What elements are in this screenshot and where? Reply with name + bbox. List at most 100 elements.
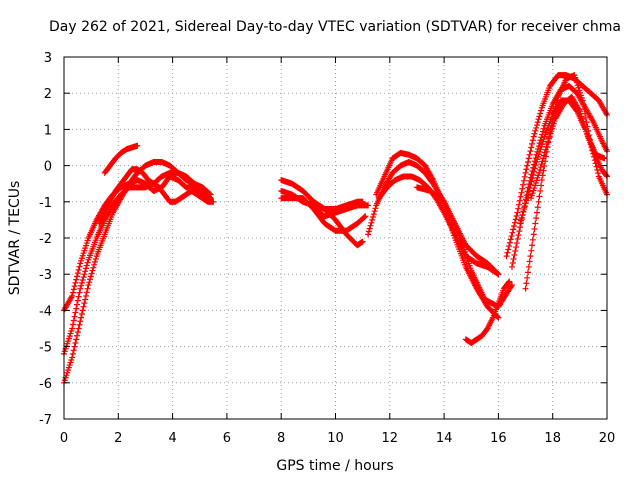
data-point	[528, 178, 535, 185]
data-point	[82, 265, 89, 272]
data-point	[526, 258, 533, 265]
data-point	[529, 140, 536, 147]
data-point	[541, 149, 548, 156]
data-point	[517, 193, 524, 200]
data-point	[72, 339, 79, 346]
data-point	[82, 296, 89, 303]
data-point	[543, 143, 550, 150]
data-point	[76, 289, 83, 296]
data-point	[536, 113, 543, 120]
data-point	[522, 285, 529, 292]
data-point	[89, 267, 96, 274]
data-point	[81, 300, 88, 307]
data-point	[520, 177, 527, 184]
data-point	[538, 182, 545, 189]
data-point	[554, 97, 561, 104]
y-tick-label: -6	[39, 377, 52, 392]
data-point	[540, 167, 547, 174]
data-point	[69, 354, 76, 361]
y-tick-label: 1	[44, 123, 52, 138]
data-point	[506, 278, 513, 285]
data-point	[71, 283, 78, 290]
data-point	[69, 350, 76, 357]
x-tick-label: 0	[60, 431, 68, 446]
data-point	[522, 200, 529, 207]
data-point	[601, 155, 608, 162]
data-point	[533, 124, 540, 131]
data-point	[85, 282, 92, 289]
data-point	[70, 286, 77, 293]
x-tick-label: 14	[436, 431, 453, 446]
data-point	[495, 314, 502, 321]
data-point	[519, 185, 526, 192]
series-trace	[310, 202, 372, 220]
data-point	[371, 208, 378, 215]
data-point	[84, 259, 91, 266]
data-point	[79, 307, 86, 314]
data-point	[76, 263, 83, 270]
data-point	[372, 205, 379, 212]
x-tick-label: 20	[599, 431, 616, 446]
data-point	[92, 255, 99, 262]
data-point	[70, 347, 77, 354]
data-point	[520, 208, 527, 215]
data-point	[71, 313, 78, 320]
y-tick-label: -1	[39, 196, 52, 211]
data-point	[523, 197, 530, 204]
x-axis-label: GPS time / hours	[276, 458, 393, 474]
data-point	[540, 155, 547, 162]
data-point	[537, 187, 544, 194]
data-point	[511, 252, 518, 259]
grid	[64, 57, 607, 419]
data-point	[514, 236, 521, 243]
data-point	[518, 214, 525, 221]
data-point	[366, 225, 373, 232]
data-point	[77, 318, 84, 325]
series-trace	[278, 195, 369, 234]
data-point	[72, 309, 79, 316]
data-point	[495, 271, 502, 278]
data-point	[537, 164, 544, 171]
data-point	[69, 321, 76, 328]
data-point	[530, 231, 537, 238]
data-point	[87, 276, 94, 283]
data-point	[368, 219, 375, 226]
data-point	[73, 305, 80, 312]
data-point	[593, 163, 600, 170]
data-point	[90, 264, 97, 271]
data-point	[83, 289, 90, 296]
y-tick-label: 0	[44, 160, 52, 175]
data-point	[525, 263, 532, 270]
data-point	[79, 276, 86, 283]
data-point	[529, 137, 536, 144]
data-point	[530, 133, 537, 140]
series-trace	[462, 278, 513, 346]
data-point	[75, 266, 82, 273]
data-point	[508, 282, 515, 289]
series-trace	[413, 184, 515, 310]
data-point	[538, 161, 545, 168]
data-point	[517, 220, 524, 227]
data-point	[524, 194, 531, 201]
data-point	[516, 228, 523, 235]
data-points	[61, 72, 610, 386]
data-point	[80, 303, 87, 310]
series-trace	[527, 93, 608, 202]
data-point	[517, 217, 524, 224]
data-point	[580, 101, 587, 108]
data-point	[579, 97, 586, 104]
data-point	[91, 258, 98, 265]
data-point	[537, 110, 544, 117]
data-point	[595, 170, 602, 177]
data-point	[523, 280, 530, 287]
y-tick-label: -2	[39, 232, 52, 247]
data-point	[506, 243, 513, 250]
data-point	[527, 181, 534, 188]
data-point	[512, 248, 519, 255]
data-point	[510, 255, 517, 262]
data-point	[365, 231, 372, 238]
data-point	[506, 239, 513, 246]
data-point	[507, 236, 514, 243]
data-point	[526, 188, 533, 195]
